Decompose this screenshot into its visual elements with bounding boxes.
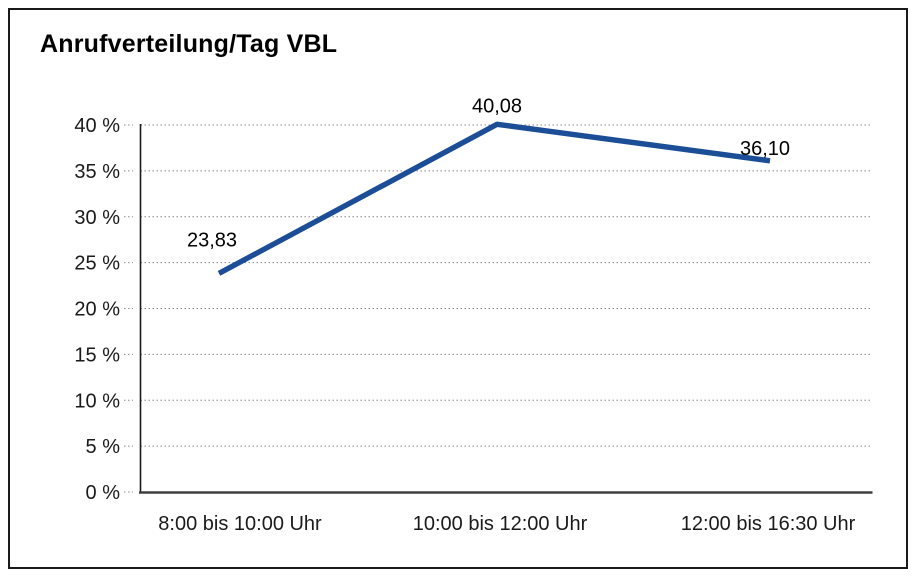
x-axis-tick-label: 12:00 bis 16:30 Uhr — [681, 513, 856, 535]
chart-frame-border — [8, 8, 908, 569]
y-axis-tick-label: 30 % — [74, 207, 120, 229]
y-axis-tick-label: 40 % — [74, 115, 120, 137]
y-axis-tick-label: 0 % — [86, 482, 121, 504]
y-axis-tick-label: 10 % — [74, 390, 120, 412]
data-line — [217, 121, 771, 276]
y-axis-ticks — [124, 124, 133, 493]
x-axis-labels: 8:00 bis 10:00 Uhr 10:00 bis 12:00 Uhr 12:… — [158, 513, 855, 535]
y-axis-tick-label: 20 % — [74, 299, 120, 321]
data-point-label: 23,83 — [187, 229, 237, 251]
y-axis-labels: 0 % 5 % 10 % 15 % 20 % 25 % 30 % 35 % 40 % — [74, 115, 120, 504]
y-axis-tick-label: 35 % — [74, 161, 120, 183]
chart-title: Anrufverteilung/Tag VBL — [40, 30, 338, 58]
y-axis-tick-label: 25 % — [74, 253, 120, 275]
x-axis-tick-label: 8:00 bis 10:00 Uhr — [158, 513, 322, 535]
gridlines — [140, 124, 872, 447]
data-point-label: 36,10 — [740, 138, 790, 160]
y-axis-tick-label: 5 % — [86, 436, 121, 458]
data-point-label: 40,08 — [472, 95, 522, 117]
x-axis-tick-label: 10:00 bis 12:00 Uhr — [413, 513, 588, 535]
data-labels: 23,83 40,08 36,10 — [187, 95, 790, 251]
y-axis-tick-label: 15 % — [74, 344, 120, 366]
